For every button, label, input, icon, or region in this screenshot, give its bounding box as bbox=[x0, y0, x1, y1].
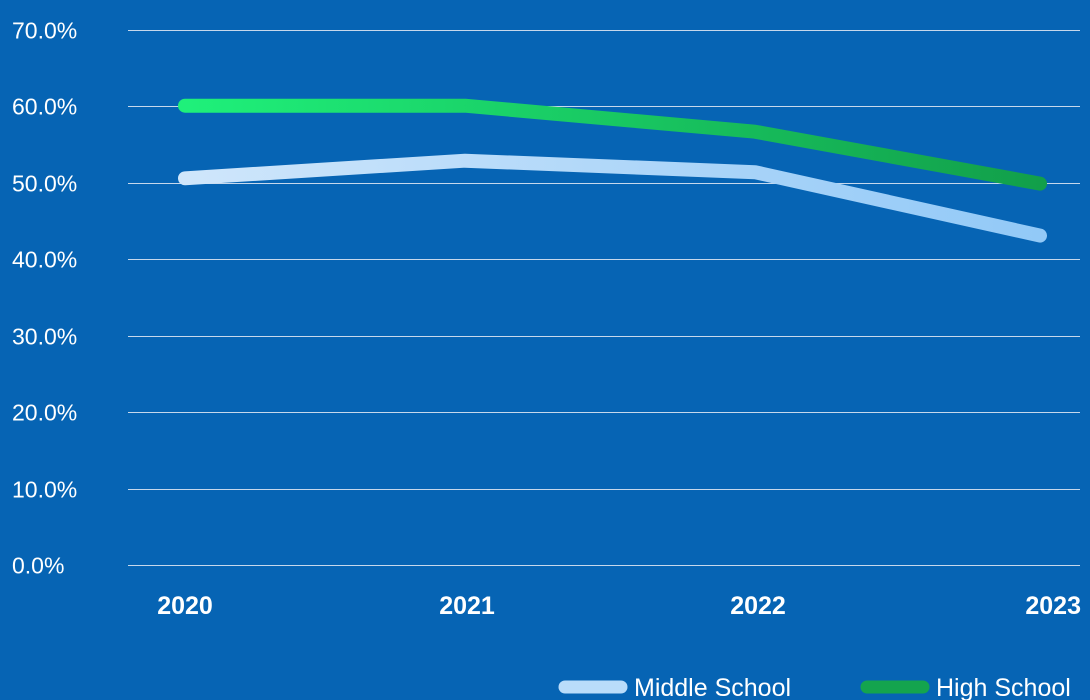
y-tick-label: 70.0% bbox=[12, 18, 77, 44]
x-axis-tick-labels: 2020 2021 2022 2023 bbox=[157, 592, 1081, 620]
legend-item-high-school: High School bbox=[860, 674, 1071, 700]
series-line-high-school bbox=[178, 98, 1047, 191]
y-tick-label: 30.0% bbox=[12, 324, 77, 350]
legend-label: High School bbox=[936, 674, 1071, 700]
legend-label: Middle School bbox=[634, 674, 791, 700]
y-tick-label: 60.0% bbox=[12, 94, 77, 120]
y-tick-label: 50.0% bbox=[12, 171, 77, 197]
y-tick-label: 0.0% bbox=[12, 553, 64, 579]
y-tick-label: 10.0% bbox=[12, 477, 77, 503]
x-tick-label: 2021 bbox=[439, 592, 495, 620]
legend-item-middle-school: Middle School bbox=[558, 674, 791, 700]
x-tick-label: 2023 bbox=[1025, 592, 1081, 620]
y-axis-tick-labels: 70.0% 60.0% 50.0% 40.0% 30.0% 20.0% 10.0% 0.0% bbox=[12, 18, 77, 579]
x-tick-label: 2020 bbox=[157, 592, 213, 620]
y-tick-label: 40.0% bbox=[12, 247, 77, 273]
legend: Middle School High School bbox=[558, 674, 1071, 700]
series-line-middle-school bbox=[178, 153, 1047, 243]
series-lines bbox=[178, 98, 1047, 243]
x-tick-label: 2022 bbox=[730, 592, 786, 620]
y-tick-label: 20.0% bbox=[12, 400, 77, 426]
